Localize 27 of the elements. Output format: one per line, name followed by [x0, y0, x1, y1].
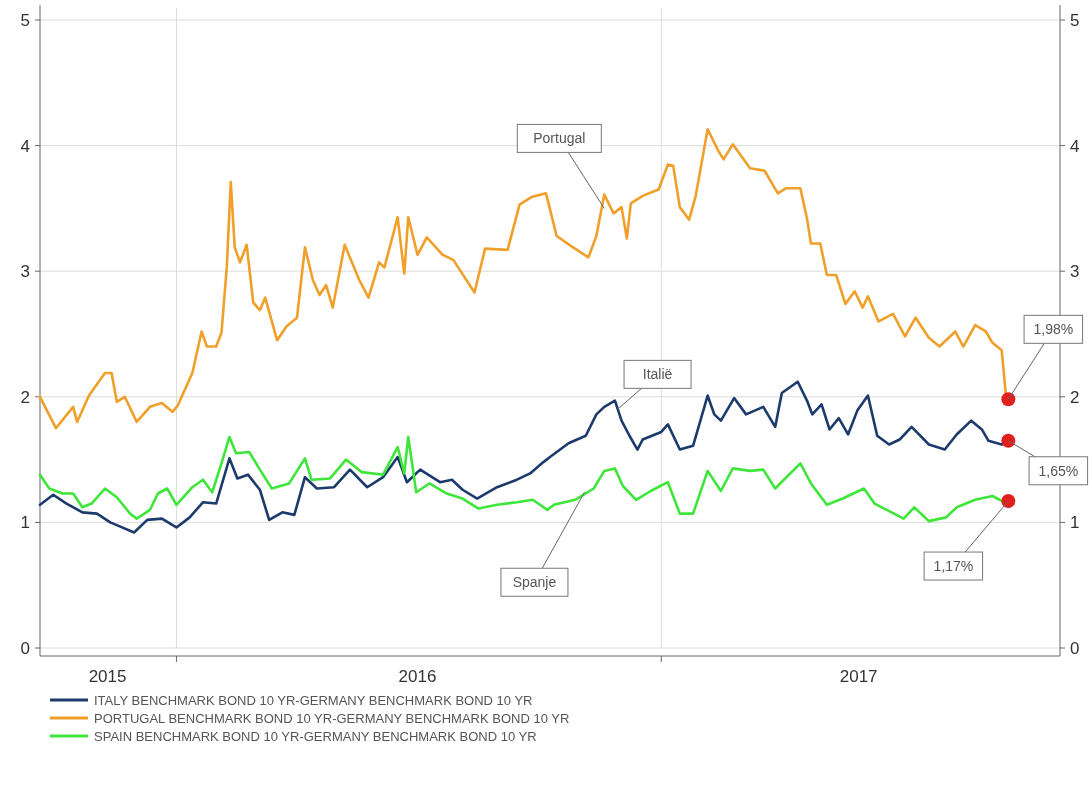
- y-tick-label: 2: [20, 387, 30, 407]
- x-tick-label: 2017: [839, 667, 878, 686]
- x-tick-label: 2016: [398, 667, 437, 686]
- y-tick-label: 5: [20, 10, 30, 30]
- y2-tick-label: 0: [1070, 638, 1080, 658]
- legend-label: ITALY BENCHMARK BOND 10 YR-GERMANY BENCHMARK BOND 10 YR: [94, 692, 533, 708]
- point: [1001, 494, 1016, 509]
- y-tick-label: 4: [20, 136, 30, 156]
- y2-tick-label: 4: [1070, 136, 1080, 156]
- annotation: 1,65%: [1038, 462, 1079, 479]
- y2-tick-label: 5: [1070, 10, 1080, 30]
- y-tick-label: 1: [20, 513, 30, 533]
- y2-tick-label: 1: [1070, 513, 1080, 533]
- annotation: 1,98%: [1033, 321, 1074, 338]
- y2-tick-label: 2: [1070, 387, 1080, 407]
- annotation: 1,17%: [933, 557, 974, 574]
- annotation: Italië: [642, 366, 673, 383]
- legend-label: PORTUGAL BENCHMARK BOND 10 YR-GERMANY BENCHMARK BOND 10 YR: [94, 710, 570, 726]
- point: [1001, 392, 1016, 407]
- y2-tick-label: 3: [1070, 262, 1080, 282]
- y-tick-label: 0: [20, 638, 30, 658]
- annotation: Portugal: [533, 130, 586, 147]
- x-tick-label: 2015: [88, 667, 127, 686]
- annotation: Spanje: [512, 574, 557, 591]
- y-tick-label: 3: [20, 262, 30, 282]
- point: [1001, 433, 1016, 448]
- legend-label: SPAIN BENCHMARK BOND 10 YR-GERMANY BENCHMARK BOND 10 YR: [94, 728, 537, 744]
